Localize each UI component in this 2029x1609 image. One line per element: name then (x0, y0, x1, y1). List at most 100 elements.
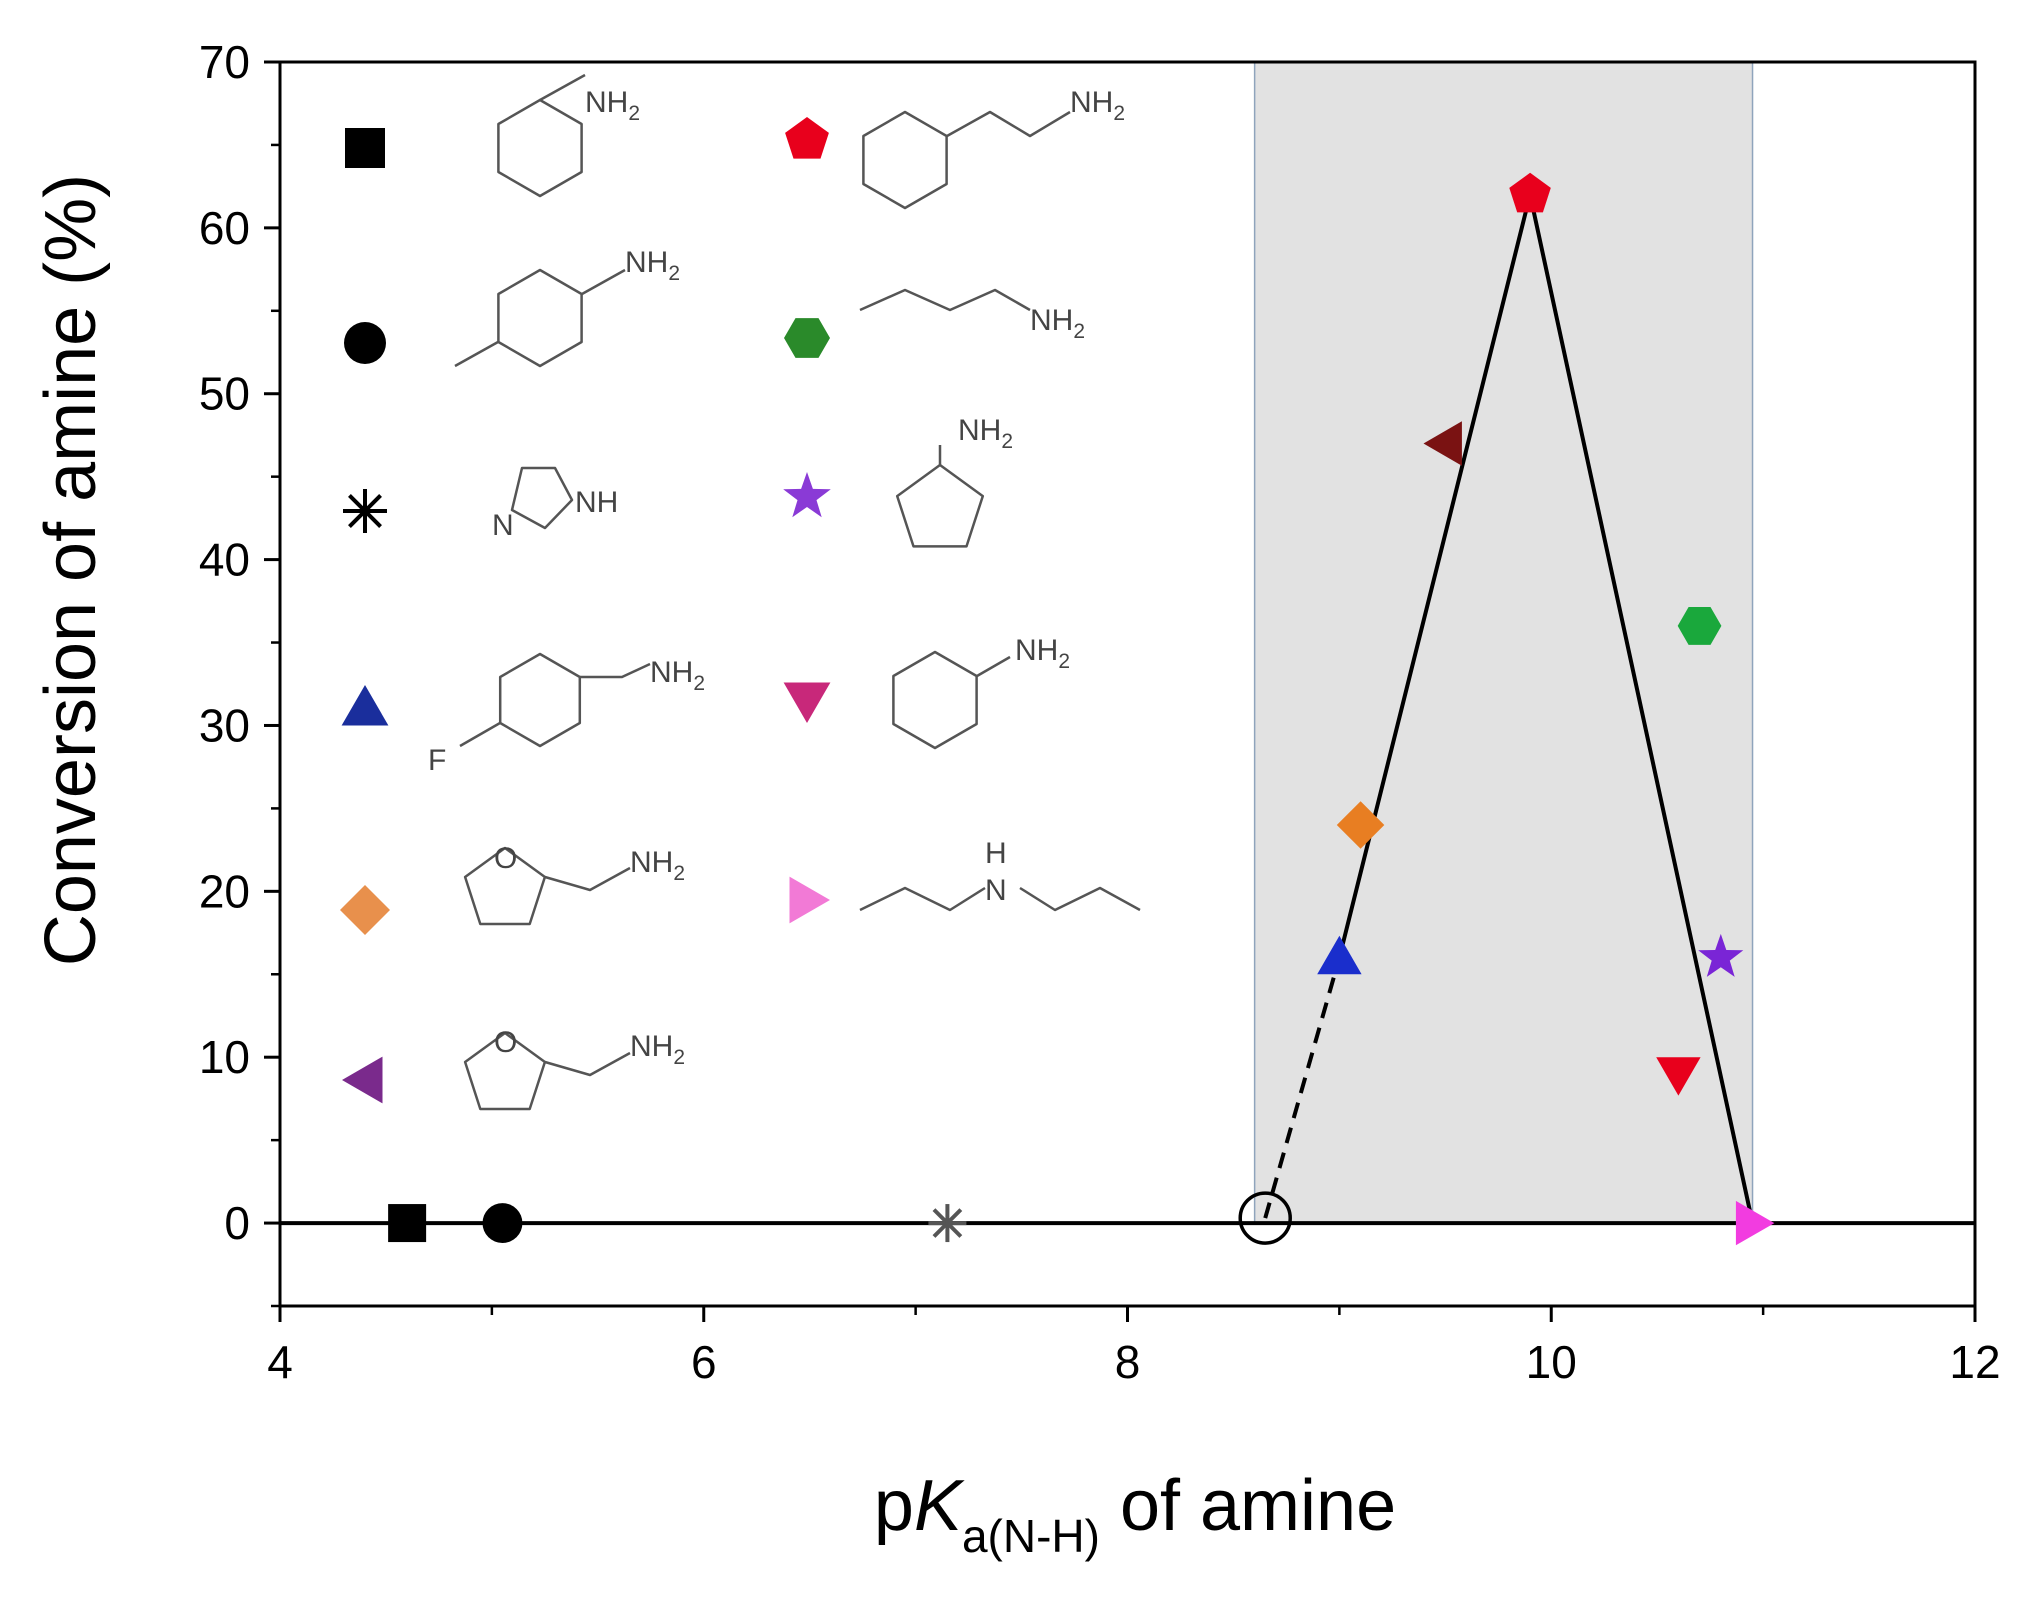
data-point-cyclopentylamine (1698, 933, 1744, 977)
chain (1019, 886, 1141, 912)
plot-background (1253, 61, 1754, 1224)
x-tick-label: 12 (1949, 1336, 2000, 1388)
bond (976, 655, 1011, 678)
data-point-furfurylamine (1336, 801, 1385, 849)
structure-cyclohexylamine: NH2 (892, 634, 1070, 750)
nh2-label: NH2 (1030, 304, 1085, 343)
data-point-imidazoline (928, 1204, 967, 1243)
legend-entry-imidazoline: NH N (343, 466, 618, 542)
nh2-label: NH2 (1070, 86, 1125, 125)
nh2-label: NH2 (585, 86, 640, 125)
legend-entry-cyclopentylamine: NH2 (783, 414, 1013, 548)
structure-4-fluorobenzylamine: NH2 F (428, 652, 705, 777)
y-tick-label: 40 (199, 534, 250, 586)
n-label: N (492, 509, 514, 542)
structure-furfurylamine: NH2 O (463, 842, 685, 926)
data-point-cyclohexylamine (1656, 1057, 1701, 1096)
bond (544, 866, 631, 892)
series-layer (280, 172, 1975, 1246)
structure-aniline: NH2 (497, 73, 640, 198)
legend-entry-phenethylamine: NH2 (785, 86, 1125, 210)
legend-marker-furfurylamine (340, 885, 390, 935)
nh-label: NH (575, 486, 618, 519)
x-tick-label: 10 (1526, 1336, 1577, 1388)
shaded-region (1253, 61, 1754, 1224)
legend-marker-phenethylamine (785, 117, 829, 159)
h-label: H (985, 837, 1007, 870)
data-point-aniline (388, 1204, 427, 1243)
data-point-tetrahydrofurfurylamine (1423, 421, 1462, 466)
legend-marker-cyclohexylamine (783, 682, 831, 723)
dashed-trend-line (1263, 957, 1342, 1219)
legend-entry-p-toluidine: NH2 (344, 246, 680, 368)
nh2-label: NH2 (625, 246, 680, 285)
legend-marker-4-fluorobenzylamine (341, 685, 389, 726)
o-label: O (494, 842, 517, 875)
bond (459, 721, 501, 748)
structure-dipropylamine: NH (859, 837, 1141, 912)
y-tick-label: 60 (199, 202, 250, 254)
legend-marker-imidazoline-stroke (348, 494, 382, 528)
bond (454, 340, 499, 368)
furan-ring (463, 846, 547, 926)
legend-entry-dipropylamine: NH (789, 837, 1141, 924)
chain (859, 288, 1031, 312)
cyclopentane-ring (895, 463, 985, 548)
benzene-ring (497, 98, 583, 198)
benzene-ring (498, 652, 582, 748)
structure-butylamine: NH2 (859, 288, 1085, 343)
bond (946, 110, 1071, 138)
thf-ring (463, 1031, 547, 1111)
data-point-phenethylamine (1509, 172, 1551, 213)
x-tick-label: 8 (1115, 1336, 1141, 1388)
nh2-label: NH2 (958, 414, 1013, 453)
bond (539, 73, 586, 102)
y-tick-label: 30 (199, 699, 250, 751)
structure-cyclopentylamine: NH2 (895, 414, 1013, 548)
legend-marker-aniline (345, 128, 385, 168)
n-label: N (985, 874, 1007, 907)
y-tick-label: 20 (199, 865, 250, 917)
nh2-label: NH2 (650, 656, 705, 695)
bond (544, 1051, 631, 1077)
bond (580, 662, 651, 679)
cyclohexane-ring (892, 650, 978, 750)
legend-marker-imidazoline (343, 489, 387, 533)
data-point-imidazoline-stroke (932, 1208, 963, 1238)
x-tick-label: 6 (691, 1336, 717, 1388)
legend-entry-4-fluorobenzylamine: NH2 F (341, 652, 705, 777)
y-axis-title: Conversion of amine (%) (31, 174, 111, 966)
benzene-ring (497, 268, 583, 368)
benzene-ring (862, 110, 948, 210)
legend-marker-cyclopentylamine (783, 472, 831, 518)
nh2-label: NH2 (630, 846, 685, 885)
open-circle-point (1238, 1191, 1292, 1245)
legend-entry-butylamine: NH2 (784, 288, 1085, 358)
legend-entry-cyclohexylamine: NH2 (783, 634, 1070, 750)
data-point-p-toluidine (482, 1203, 523, 1244)
legend-entry-furfurylamine: NH2 O (340, 842, 685, 935)
axes: 0 10 20 30 40 50 60 70 4 6 8 10 12 (199, 36, 2001, 1388)
structure-tetrahydrofurfurylamine: NH2 O (463, 1026, 685, 1111)
bond (581, 268, 626, 296)
data-point-butylamine (1677, 607, 1722, 645)
legend-marker-dipropylamine (789, 876, 830, 924)
legend-marker-tetrahydrofurfurylamine (342, 1056, 383, 1104)
y-tick-label: 70 (199, 36, 250, 88)
legend-marker-butylamine (784, 318, 830, 358)
structure-p-toluidine: NH2 (454, 246, 680, 368)
y-tick-label: 50 (199, 368, 250, 420)
data-point-dipropylamine (1735, 1200, 1775, 1246)
x-axis-title: pKa(N-H) of amine (874, 1466, 1396, 1562)
data-point-4-fluorobenzylamine (1317, 935, 1362, 975)
chain (859, 886, 986, 912)
nh2-label: NH2 (630, 1030, 685, 1069)
structure-imidazoline: NH N (492, 466, 618, 542)
nh2-label: NH2 (1015, 634, 1070, 673)
f-label: F (428, 744, 446, 777)
structure-phenethylamine: NH2 (862, 86, 1125, 210)
y-tick-label: 0 (224, 1197, 250, 1249)
o-label: O (494, 1026, 517, 1059)
